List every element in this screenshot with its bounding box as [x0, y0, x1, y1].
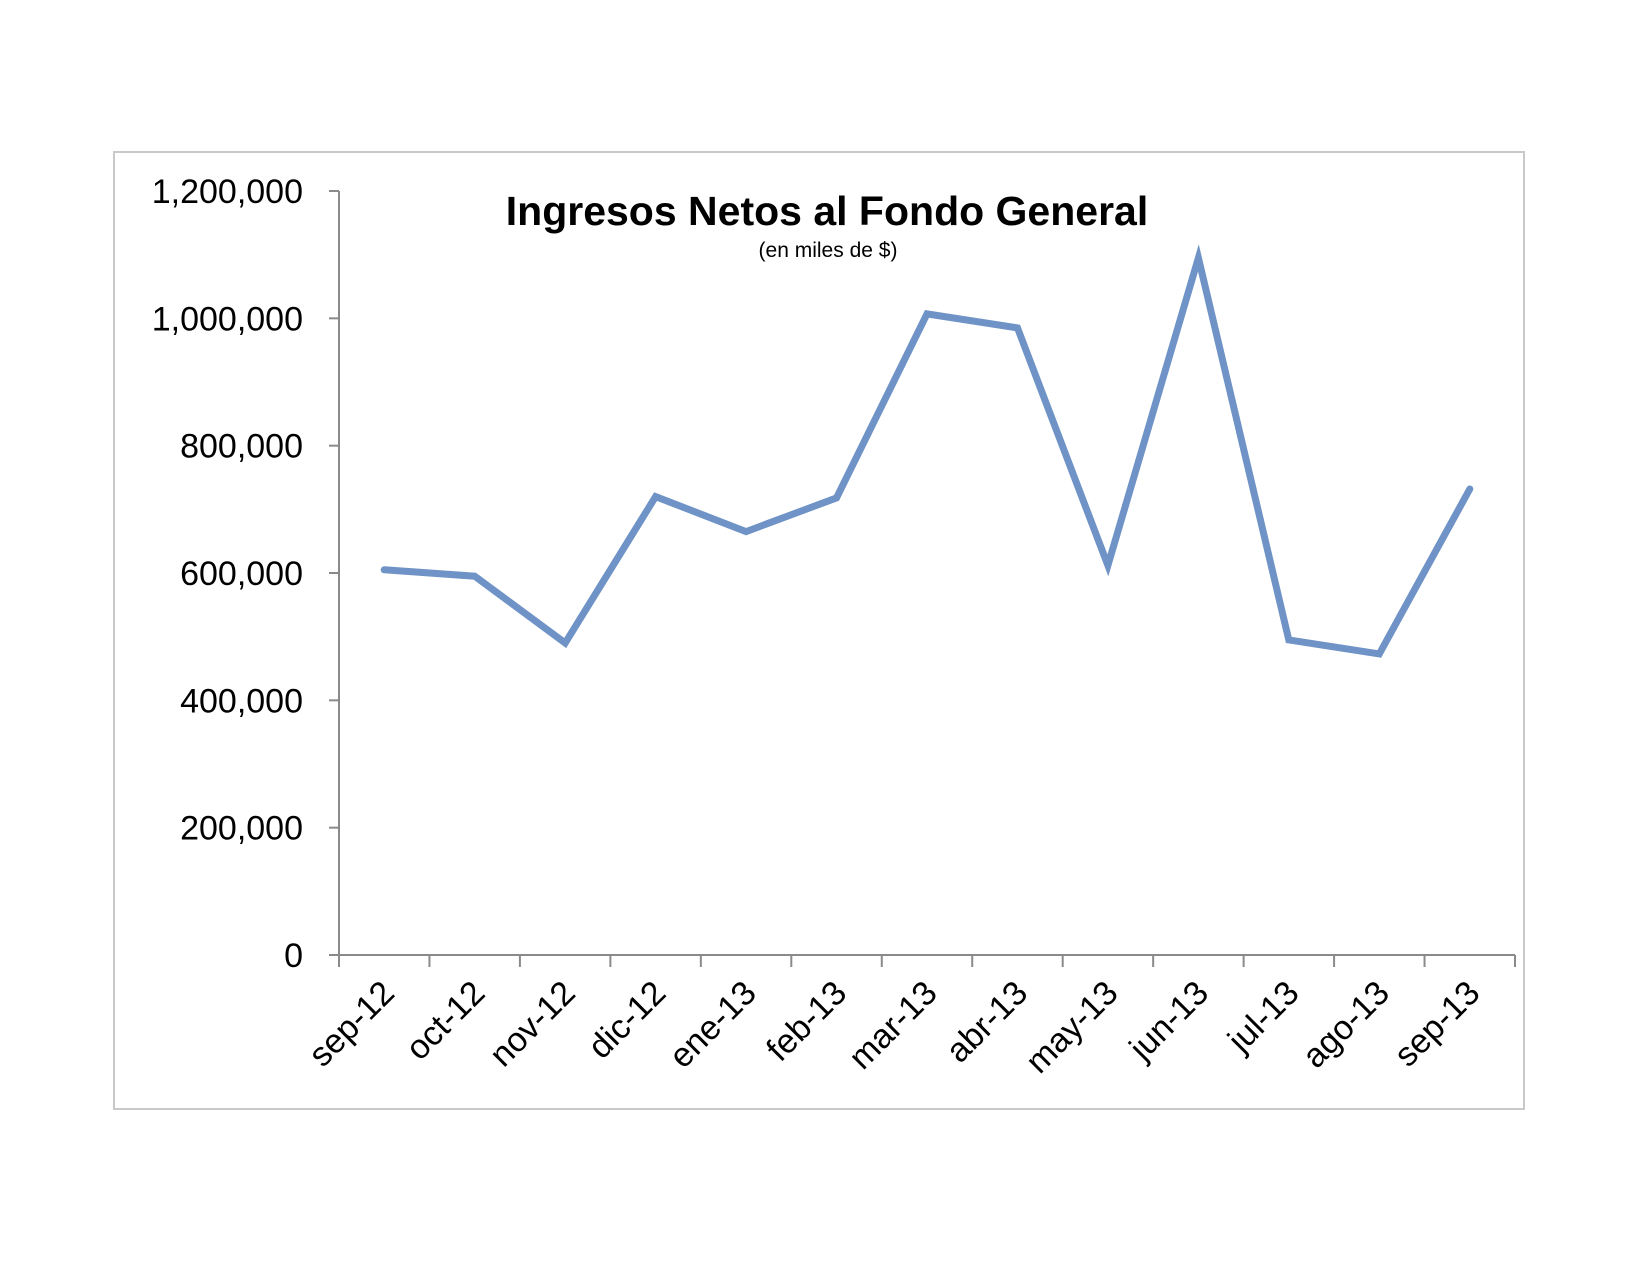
- data-point: [1287, 638, 1290, 641]
- x-tick-label: dic-12: [581, 974, 673, 1066]
- x-axis-tick-labels: sep-12oct-12nov-12dic-12ene-13feb-13mar-…: [302, 974, 1488, 1081]
- y-tick-label: 400,000: [180, 682, 303, 720]
- x-tick-label: jul-13: [1220, 974, 1306, 1060]
- line-chart: Ingresos Netos al Fondo General (en mile…: [152, 173, 1516, 1081]
- y-tick-label: 600,000: [180, 555, 303, 593]
- x-tick-label: sep-13: [1387, 974, 1487, 1074]
- y-tick-label: 1,200,000: [152, 173, 303, 211]
- data-point: [564, 642, 567, 645]
- y-tick-label: 200,000: [180, 810, 303, 848]
- data-point: [383, 568, 386, 571]
- x-tick-label: sep-12: [302, 974, 402, 1074]
- x-tick-label: ago-13: [1295, 974, 1397, 1076]
- data-point: [1016, 326, 1019, 329]
- data-point: [1197, 256, 1200, 259]
- data-point: [745, 530, 748, 533]
- data-point: [835, 496, 838, 499]
- y-tick-label: 800,000: [180, 428, 303, 466]
- y-axis-tick-labels: 0 200,000 400,000 600,000 800,000 1,000,000 1,…: [152, 173, 303, 975]
- data-point: [473, 575, 476, 578]
- x-tick-label: jun-13: [1122, 974, 1216, 1068]
- data-point: [1468, 487, 1471, 490]
- y-tick-label: 0: [284, 937, 303, 975]
- x-tick-label: ene-13: [662, 974, 764, 1076]
- x-tick-label: feb-13: [759, 974, 854, 1069]
- x-tick-label: mar-13: [842, 974, 945, 1077]
- data-point: [654, 495, 657, 498]
- y-tick-label: 1,000,000: [152, 300, 303, 338]
- data-point: [926, 312, 928, 315]
- x-tick-label: oct-12: [399, 974, 493, 1068]
- chart-frame: Ingresos Netos al Fondo General (en mile…: [113, 151, 1525, 1110]
- data-point: [1106, 564, 1109, 567]
- x-tick-label: nov-12: [482, 974, 582, 1074]
- series-layer: [380, 244, 1474, 658]
- data-point: [1378, 652, 1381, 655]
- x-tick-label: may-13: [1019, 974, 1126, 1081]
- chart-subtitle: (en miles de $): [759, 239, 898, 262]
- axes: [329, 190, 1516, 967]
- chart-title: Ingresos Netos al Fondo General: [506, 188, 1148, 234]
- series-line: [380, 244, 1474, 658]
